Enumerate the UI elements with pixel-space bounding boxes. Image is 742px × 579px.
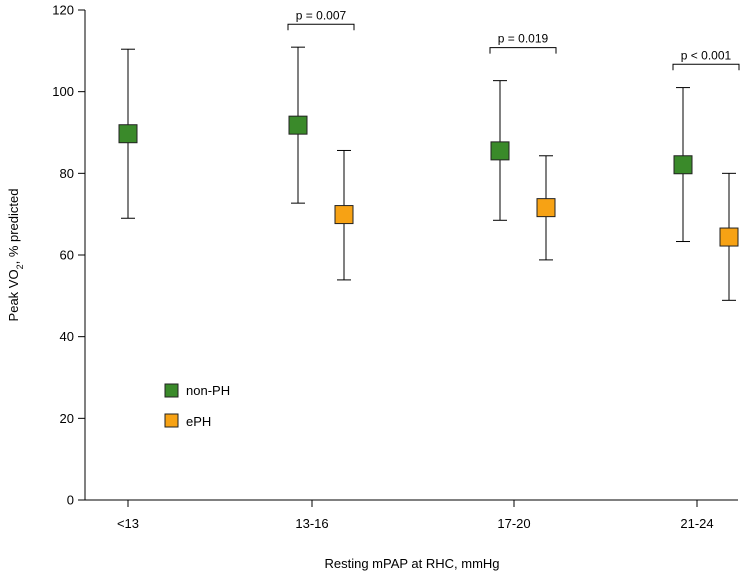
y-axis-title-main: Peak VO: [6, 269, 21, 321]
y-tick-label-4: 80: [60, 166, 74, 181]
legend-swatch-eph: [164, 413, 179, 428]
bracket-line: [489, 47, 557, 54]
legend-label-non-ph: non-PH: [186, 383, 230, 398]
x-axis-title: Resting mPAP at RHC, mmHg: [324, 556, 499, 571]
marker-0-2: [490, 141, 510, 161]
marker-1-3: [719, 227, 739, 247]
x-tick-label-0: <13: [117, 516, 139, 531]
y-tick-label-3: 60: [60, 248, 74, 263]
marker-0-0: [118, 124, 138, 144]
p-value-annotations: p = 0.007 p = 0.019 p < 0.001: [287, 8, 740, 71]
legend: non-PH ePH: [164, 383, 230, 429]
x-tick-label-3: 21-24: [680, 516, 713, 531]
marker-0-3: [673, 155, 693, 175]
p-value-bracket-2: p < 0.001: [672, 48, 740, 71]
x-ticks: <13 13-16 17-20 21-24: [117, 500, 714, 531]
error-bars: [121, 46, 736, 301]
p-value-bracket-1: p = 0.019: [489, 32, 557, 54]
x-tick-label-1: 13-16: [295, 516, 328, 531]
marker-1-1: [334, 205, 354, 225]
y-ticks: 0 20 40 60 80 100 120: [52, 3, 85, 508]
y-tick-label-0: 0: [67, 493, 74, 508]
y-tick-label-1: 20: [60, 411, 74, 426]
marker-1-2: [536, 198, 556, 218]
p-value-label-1: p = 0.019: [498, 32, 549, 46]
bracket-line: [287, 23, 355, 31]
y-axis-title: Peak VO2, % predicted: [6, 189, 25, 322]
p-value-label-0: p = 0.007: [296, 8, 347, 22]
p-value-bracket-0: p = 0.007: [287, 8, 355, 31]
x-tick-label-2: 17-20: [497, 516, 530, 531]
y-axis-title-subscript: 2: [15, 264, 25, 269]
legend-label-eph: ePH: [186, 414, 211, 429]
y-tick-label-2: 40: [60, 329, 74, 344]
data-markers: [118, 115, 739, 247]
y-tick-label-5: 100: [52, 84, 74, 99]
marker-0-1: [288, 115, 308, 135]
axes: [84, 10, 738, 501]
bracket-line: [672, 63, 740, 71]
y-axis-title-rest: , % predicted: [6, 189, 21, 265]
legend-swatch-non-ph: [164, 383, 179, 398]
y-tick-label-6: 120: [52, 3, 74, 18]
p-value-label-2: p < 0.001: [681, 48, 732, 62]
